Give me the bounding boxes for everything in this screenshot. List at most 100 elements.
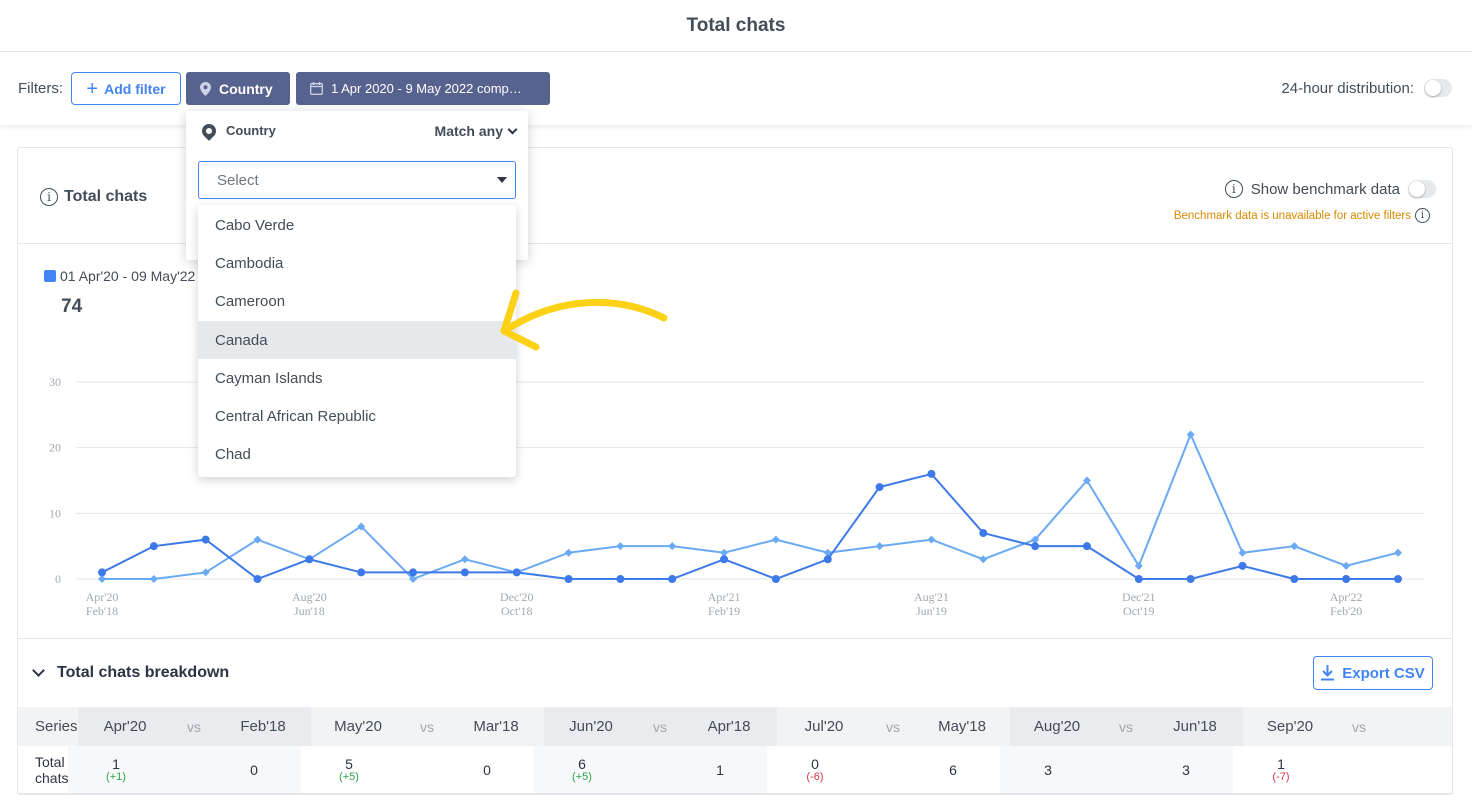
- data-point-compare: [1134, 561, 1143, 570]
- data-point: [512, 568, 521, 577]
- date-range-chip[interactable]: 1 Apr 2020 - 9 May 2022 comp…: [296, 72, 550, 105]
- add-filter-button[interactable]: + Add filter: [71, 72, 181, 105]
- distribution-toggle[interactable]: [1424, 79, 1452, 97]
- info-icon[interactable]: i: [1224, 180, 1243, 198]
- match-any-dropdown[interactable]: Match any: [434, 123, 518, 139]
- data-point: [1134, 575, 1143, 583]
- country-option[interactable]: Canada: [198, 320, 516, 360]
- plus-icon: +: [86, 77, 99, 100]
- benchmark-note-text: Benchmark data is unavailable for active…: [1173, 209, 1411, 222]
- data-point: [1082, 542, 1091, 551]
- period-header: Apr'20: [103, 718, 147, 735]
- period-header: Sep'20: [1266, 718, 1314, 735]
- info-icon[interactable]: i: [40, 188, 58, 206]
- add-filter-label: Add filter: [104, 80, 166, 97]
- column-group-header: Aug'20 vs Jun'18: [1009, 707, 1243, 746]
- caret-down-icon: [497, 177, 507, 183]
- delta-value: (+5): [339, 770, 359, 783]
- period-header: Jul'20: [804, 718, 844, 735]
- match-label: Match any: [434, 123, 503, 139]
- data-point: [823, 555, 832, 564]
- chevron-down-icon: [507, 124, 518, 134]
- panel-title: Country: [226, 123, 276, 138]
- country-option[interactable]: Cameroon: [215, 293, 286, 311]
- data-point: [564, 575, 573, 583]
- filters-label: Filters:: [18, 80, 63, 97]
- data-point-compare: [979, 555, 988, 564]
- series-header: Series: [35, 718, 78, 735]
- period-header: Jun'20: [569, 718, 613, 735]
- date-range-label: 1 Apr 2020 - 9 May 2022 comp…: [331, 81, 522, 96]
- data-point: [305, 555, 314, 564]
- info-icon[interactable]: i: [1415, 208, 1430, 223]
- data-point-compare: [823, 548, 832, 557]
- compare-value: 0: [483, 761, 491, 778]
- data-point-compare: [771, 535, 780, 544]
- x-tick-label: Apr'20: [86, 590, 119, 604]
- data-point-compare: [616, 542, 625, 551]
- vs-label: vs: [1352, 718, 1367, 735]
- y-tick-label: 20: [49, 441, 61, 455]
- column-group-cell: 1 (+1) 0: [68, 746, 302, 793]
- period-value: 3: [1000, 763, 1095, 777]
- export-csv-button[interactable]: Export CSV: [1313, 656, 1433, 690]
- country-option[interactable]: Cayman Islands: [215, 369, 323, 387]
- chart-legend[interactable]: 01 Apr'20 - 09 May'22: [44, 268, 195, 284]
- country-options-list: Cabo Verde Cambodia Cameroon Canada Cayman I…: [198, 205, 516, 477]
- data-point-compare: [1394, 548, 1402, 557]
- data-point-compare: [720, 548, 729, 557]
- benchmark-control: i Show benchmark data: [1224, 180, 1436, 198]
- delta-value: (-6): [806, 770, 824, 783]
- x-tick-label-compare: Oct'19: [1123, 604, 1155, 618]
- benchmark-label: Show benchmark data: [1250, 180, 1400, 198]
- download-icon: [1321, 665, 1335, 681]
- period-header: May'20: [334, 718, 382, 735]
- country-option[interactable]: Cambodia: [215, 254, 284, 272]
- period-header: Aug'20: [1033, 718, 1081, 735]
- column-group-header: Jun'20 vs Apr'18: [543, 707, 777, 746]
- x-tick-label: Aug'21: [914, 590, 949, 604]
- compare-period-header: Feb'18: [240, 718, 286, 735]
- value: 3: [1044, 761, 1052, 778]
- data-point: [1031, 542, 1040, 551]
- total-value: 74: [61, 296, 83, 317]
- data-point: [668, 575, 677, 583]
- column-group-cell: 0 (-6) 6: [767, 746, 1000, 793]
- data-point-compare: [460, 555, 469, 564]
- data-point: [771, 575, 780, 583]
- y-tick-label: 30: [49, 375, 61, 389]
- data-point-compare: [201, 568, 210, 577]
- x-tick-label: Apr'21: [708, 590, 741, 604]
- select-placeholder: Select: [217, 171, 259, 189]
- vs-label: vs: [1119, 718, 1134, 735]
- legend-label: 01 Apr'20 - 09 May'22: [60, 268, 196, 284]
- series-line: [102, 431, 1399, 581]
- location-pin-icon: [199, 120, 219, 141]
- x-tick-label: Apr'22: [1330, 590, 1363, 604]
- compare-value: 3: [1182, 761, 1190, 778]
- data-point-compare: [1186, 430, 1195, 439]
- location-pin-icon: [200, 81, 211, 96]
- series-line: [101, 472, 1398, 581]
- country-option[interactable]: Cabo Verde: [215, 216, 295, 234]
- country-filter-chip[interactable]: Country: [186, 72, 290, 105]
- data-point-compare: [357, 522, 366, 531]
- legend-swatch: [44, 270, 56, 282]
- country-option[interactable]: Chad: [215, 446, 251, 464]
- data-point-compare: [564, 548, 573, 557]
- compare-value: 6: [949, 761, 957, 778]
- data-point: [1342, 575, 1351, 583]
- benchmark-note: Benchmark data is unavailable for active…: [1174, 208, 1430, 223]
- country-select[interactable]: Select: [198, 161, 516, 199]
- breakdown-toggle[interactable]: Total chats breakdown: [32, 664, 229, 682]
- card-title: i Total chats: [40, 188, 147, 206]
- data-point-compare: [668, 542, 677, 551]
- data-point: [1238, 561, 1247, 570]
- data-point-compare: [1031, 535, 1040, 544]
- benchmark-toggle[interactable]: [1408, 180, 1436, 198]
- country-option[interactable]: Central African Republic: [215, 408, 376, 426]
- value: 1: [112, 755, 120, 772]
- data-point-compare: [1238, 548, 1247, 557]
- delta-value: (+1): [106, 770, 126, 783]
